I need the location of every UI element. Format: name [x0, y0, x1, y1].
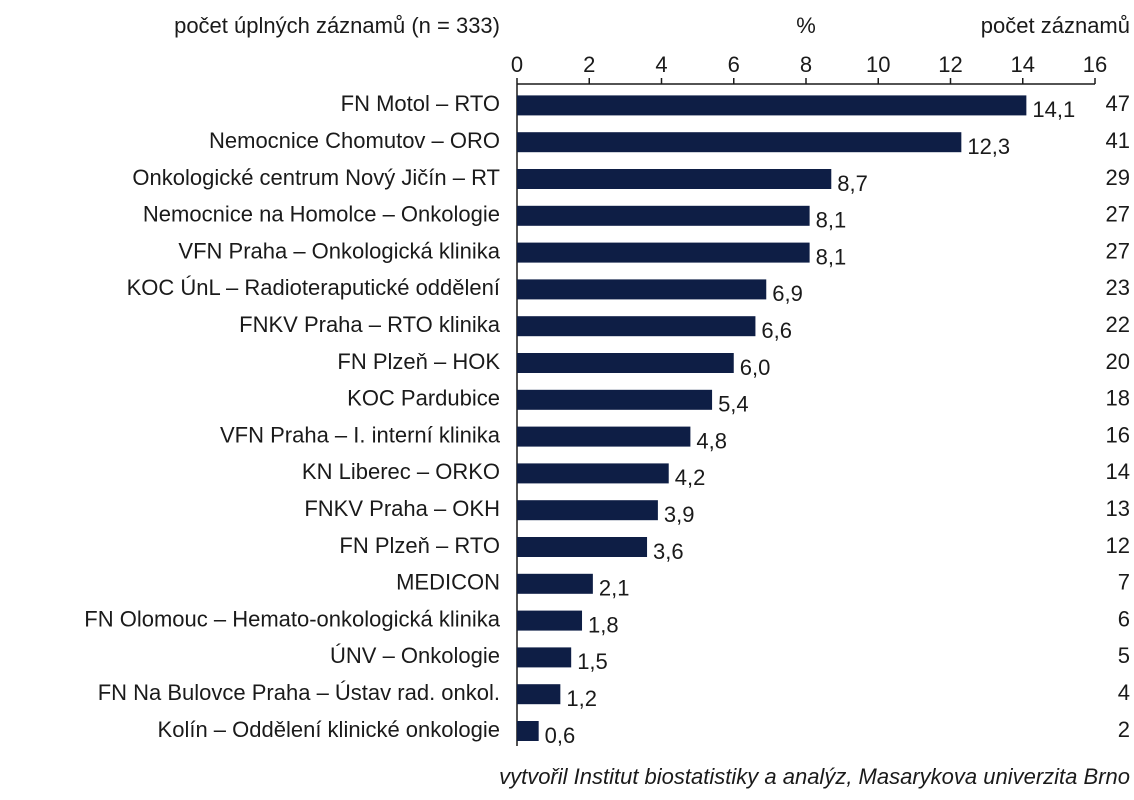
bar: [517, 500, 658, 521]
bar: [517, 610, 583, 631]
count-label: 23: [1106, 275, 1130, 300]
count-label: 14: [1106, 459, 1130, 484]
value-label: 4,2: [675, 465, 706, 490]
category-label: KN Liberec – ORKO: [302, 459, 500, 484]
value-label: 1,5: [577, 649, 608, 674]
bar: [517, 353, 734, 373]
bar: [517, 389, 713, 410]
x-tick-label: 2: [583, 52, 595, 77]
value-label: 8,1: [816, 244, 847, 269]
x-tick-label: 12: [938, 52, 962, 77]
value-label: 12,3: [967, 134, 1010, 159]
x-tick-label: 0: [511, 52, 523, 77]
count-label: 27: [1106, 202, 1130, 227]
category-label: VFN Praha – I. interní klinika: [220, 422, 501, 447]
value-label: 6,6: [761, 318, 792, 343]
count-label: 16: [1106, 422, 1130, 447]
count-label: 13: [1106, 496, 1130, 521]
count-label: 41: [1106, 128, 1130, 153]
bar: [517, 573, 593, 594]
bar: [517, 537, 648, 557]
value-label: 1,2: [566, 686, 597, 711]
value-label: 3,9: [664, 502, 695, 527]
category-label: Nemocnice Chomutov – ORO: [209, 128, 500, 153]
category-label: FNKV Praha – OKH: [304, 496, 500, 521]
category-label: FN Plzeň – RTO: [339, 533, 500, 558]
bar: [517, 242, 810, 263]
category-label: FN Plzeň – HOK: [337, 349, 500, 374]
x-tick-label: 6: [728, 52, 740, 77]
bar: [517, 426, 691, 447]
bar: [517, 463, 669, 484]
x-tick-label: 8: [800, 52, 812, 77]
value-label: 1,8: [588, 612, 619, 637]
category-label: Kolín – Oddělení klinické onkologie: [158, 717, 500, 742]
value-label: 8,1: [816, 208, 847, 233]
bar: [517, 684, 561, 705]
count-label: 29: [1106, 165, 1130, 190]
right-header: počet záznamů: [981, 13, 1130, 38]
count-label: 12: [1106, 533, 1130, 558]
x-tick-label: 14: [1011, 52, 1035, 77]
count-label: 18: [1106, 386, 1130, 411]
bar: [517, 169, 832, 189]
count-label: 6: [1118, 606, 1130, 631]
count-label: 5: [1118, 643, 1130, 668]
category-label: Onkologické centrum Nový Jičín – RT: [132, 165, 500, 190]
value-label: 3,6: [653, 539, 684, 564]
category-label: VFN Praha – Onkologická klinika: [178, 238, 500, 263]
bar: [517, 132, 962, 153]
category-label: KOC Pardubice: [347, 386, 500, 411]
bar: [517, 95, 1027, 116]
category-label: FN Motol – RTO: [341, 91, 500, 116]
value-label: 8,7: [837, 171, 868, 196]
count-label: 4: [1118, 680, 1130, 705]
count-label: 27: [1106, 238, 1130, 263]
x-axis-label: %: [796, 13, 816, 38]
count-label: 20: [1106, 349, 1130, 374]
x-tick-label: 16: [1083, 52, 1107, 77]
value-label: 6,0: [740, 355, 771, 380]
count-label: 22: [1106, 312, 1130, 337]
category-label: ÚNV – Onkologie: [330, 643, 500, 668]
category-label: Nemocnice na Homolce – Onkologie: [143, 202, 500, 227]
category-label: KOC ÚnL – Radioteraputické oddělení: [127, 275, 500, 300]
bar: [517, 647, 572, 668]
category-label: FN Olomouc – Hemato-onkologická klinika: [84, 606, 500, 631]
footer: vytvořil Institut biostatistiky a analýz…: [499, 764, 1130, 789]
bar: [517, 316, 756, 337]
value-label: 5,4: [718, 392, 749, 417]
bar: [517, 279, 767, 300]
count-label: 47: [1106, 91, 1130, 116]
category-label: MEDICON: [396, 570, 500, 595]
left-header: počet úplných záznamů (n = 333): [174, 13, 500, 38]
bar: [517, 205, 810, 226]
value-label: 14,1: [1032, 97, 1075, 122]
count-label: 2: [1118, 717, 1130, 742]
x-tick-label: 4: [655, 52, 667, 77]
count-label: 7: [1118, 570, 1130, 595]
value-label: 6,9: [772, 281, 803, 306]
category-label: FNKV Praha – RTO klinika: [239, 312, 501, 337]
x-tick-label: 10: [866, 52, 890, 77]
bar: [517, 721, 539, 741]
category-label: FN Na Bulovce Praha – Ústav rad. onkol.: [98, 680, 500, 705]
value-label: 4,8: [696, 428, 727, 453]
value-label: 2,1: [599, 576, 630, 601]
value-label: 0,6: [545, 723, 576, 748]
